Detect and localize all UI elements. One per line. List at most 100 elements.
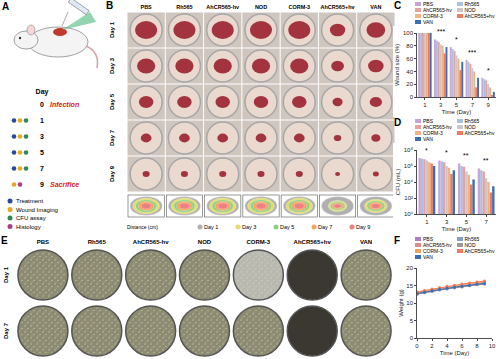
svg-text:Day 9: Day 9 (109, 165, 115, 182)
html-text:F: F (394, 235, 401, 246)
svg-text:Rh565: Rh565 (88, 239, 107, 245)
svg-text:10⁶: 10⁶ (404, 163, 414, 169)
svg-text:Wound size (%): Wound size (%) (394, 44, 400, 86)
svg-text:7: 7 (471, 102, 475, 108)
svg-text:3: 3 (445, 219, 449, 225)
svg-text:Day 1: Day 1 (3, 266, 9, 283)
svg-text:E: E (1, 235, 8, 246)
svg-text:1: 1 (423, 102, 427, 108)
svg-text:9: 9 (40, 181, 44, 188)
svg-text:Day 5: Day 5 (109, 93, 115, 110)
svg-text:10⁴: 10⁴ (404, 179, 414, 185)
html-text:Rh565: Rh565 (464, 118, 480, 124)
svg-text:5: 5 (455, 102, 459, 108)
svg-text:10⁰: 10⁰ (404, 211, 414, 217)
svg-text:AhCR565-hv: AhCR565-hv (206, 4, 240, 10)
svg-text:3: 3 (439, 102, 443, 108)
svg-text:CFU (mL): CFU (mL) (395, 169, 401, 195)
svg-text:Day: Day (36, 88, 49, 96)
svg-text:6: 6 (460, 343, 464, 349)
svg-text:20: 20 (406, 81, 413, 87)
svg-text:Time (Day): Time (Day) (442, 109, 471, 115)
html-text:PBS: PBS (423, 118, 433, 124)
svg-text:PBS: PBS (37, 239, 49, 245)
svg-text:CORM-3: CORM-3 (288, 4, 310, 10)
svg-text:1: 1 (40, 117, 44, 124)
svg-text:20: 20 (406, 265, 413, 271)
svg-text:4: 4 (445, 343, 449, 349)
svg-text:AhCR565+hv: AhCR565+hv (321, 4, 356, 10)
html-text:Rh565: Rh565 (464, 1, 480, 7)
svg-text:Day 7: Day 7 (109, 129, 115, 146)
svg-text:3: 3 (40, 133, 44, 140)
svg-text:**: ** (463, 152, 469, 159)
svg-text:10: 10 (406, 300, 413, 306)
html-text:PBS: PBS (423, 1, 433, 7)
html-text:D: D (394, 117, 402, 128)
svg-text:Day 9: Day 9 (356, 224, 370, 230)
svg-text:Day 7: Day 7 (318, 224, 332, 230)
html-text:VAN: VAN (423, 19, 433, 25)
svg-text:5: 5 (40, 149, 44, 156)
svg-text:2: 2 (430, 343, 434, 349)
svg-text:AhCR565-hv: AhCR565-hv (133, 239, 169, 245)
svg-text:*: * (425, 147, 428, 154)
svg-text:Rh565: Rh565 (176, 4, 193, 10)
svg-text:10: 10 (489, 343, 496, 349)
html-text:NOD: NOD (464, 7, 476, 13)
svg-text:Treatment: Treatment (16, 198, 43, 204)
svg-text:VAN: VAN (370, 4, 381, 10)
html-text:AhCR565-hv: AhCR565-hv (423, 7, 452, 13)
svg-text:Day 3: Day 3 (242, 224, 256, 230)
svg-text:0: 0 (415, 343, 419, 349)
svg-text:10⁸: 10⁸ (404, 147, 414, 153)
svg-text:0: 0 (410, 94, 414, 100)
svg-text:*: * (455, 36, 458, 43)
svg-text:80: 80 (406, 43, 413, 49)
svg-text:Infection: Infection (50, 101, 79, 108)
svg-text:***: *** (437, 28, 445, 35)
svg-text:*: * (445, 149, 448, 156)
svg-text:A: A (2, 1, 9, 12)
svg-text:Sacrifice: Sacrifice (50, 181, 79, 188)
svg-text:Time (Day): Time (Day) (440, 350, 469, 356)
svg-text:7: 7 (40, 165, 44, 172)
svg-text:***: *** (468, 49, 476, 56)
svg-text:Day 7: Day 7 (3, 322, 9, 339)
svg-text:PBS: PBS (140, 4, 152, 10)
svg-text:Distance (cm): Distance (cm) (127, 224, 158, 230)
svg-text:NOD: NOD (198, 239, 212, 245)
svg-text:Day 1: Day 1 (109, 21, 115, 38)
svg-text:Histology: Histology (16, 224, 41, 230)
svg-text:B: B (106, 0, 113, 11)
svg-text:VAN: VAN (360, 239, 372, 245)
svg-text:Weight (g): Weight (g) (398, 289, 404, 317)
svg-text:Wound Imaging: Wound Imaging (16, 207, 58, 213)
svg-text:1: 1 (425, 219, 429, 225)
svg-text:10²: 10² (404, 195, 413, 201)
svg-text:AhCR565+hv: AhCR565+hv (294, 239, 332, 245)
html-text:C: C (394, 0, 402, 11)
svg-text:15: 15 (406, 283, 413, 289)
svg-text:60: 60 (406, 56, 413, 62)
svg-text:Day 3: Day 3 (109, 57, 115, 74)
svg-text:40: 40 (406, 69, 413, 75)
svg-text:9: 9 (486, 102, 490, 108)
html-text:AhCR565+hv: AhCR565+hv (464, 13, 495, 19)
svg-text:Day 5: Day 5 (280, 224, 294, 230)
svg-text:Time (Day): Time (Day) (442, 226, 471, 232)
svg-text:5: 5 (410, 318, 414, 324)
svg-text:Day 1: Day 1 (204, 224, 218, 230)
svg-text:*: * (487, 67, 490, 74)
html-text:CORM-3: CORM-3 (423, 13, 443, 19)
svg-text:CORM-3: CORM-3 (247, 239, 271, 245)
svg-text:7: 7 (484, 219, 488, 225)
svg-text:NOD: NOD (255, 4, 267, 10)
svg-text:**: ** (483, 157, 489, 164)
svg-text:8: 8 (475, 343, 479, 349)
svg-text:CFU assay: CFU assay (16, 215, 46, 221)
svg-text:0: 0 (40, 101, 44, 108)
svg-text:5: 5 (465, 219, 469, 225)
svg-text:0: 0 (410, 335, 414, 341)
svg-text:100: 100 (403, 30, 414, 36)
